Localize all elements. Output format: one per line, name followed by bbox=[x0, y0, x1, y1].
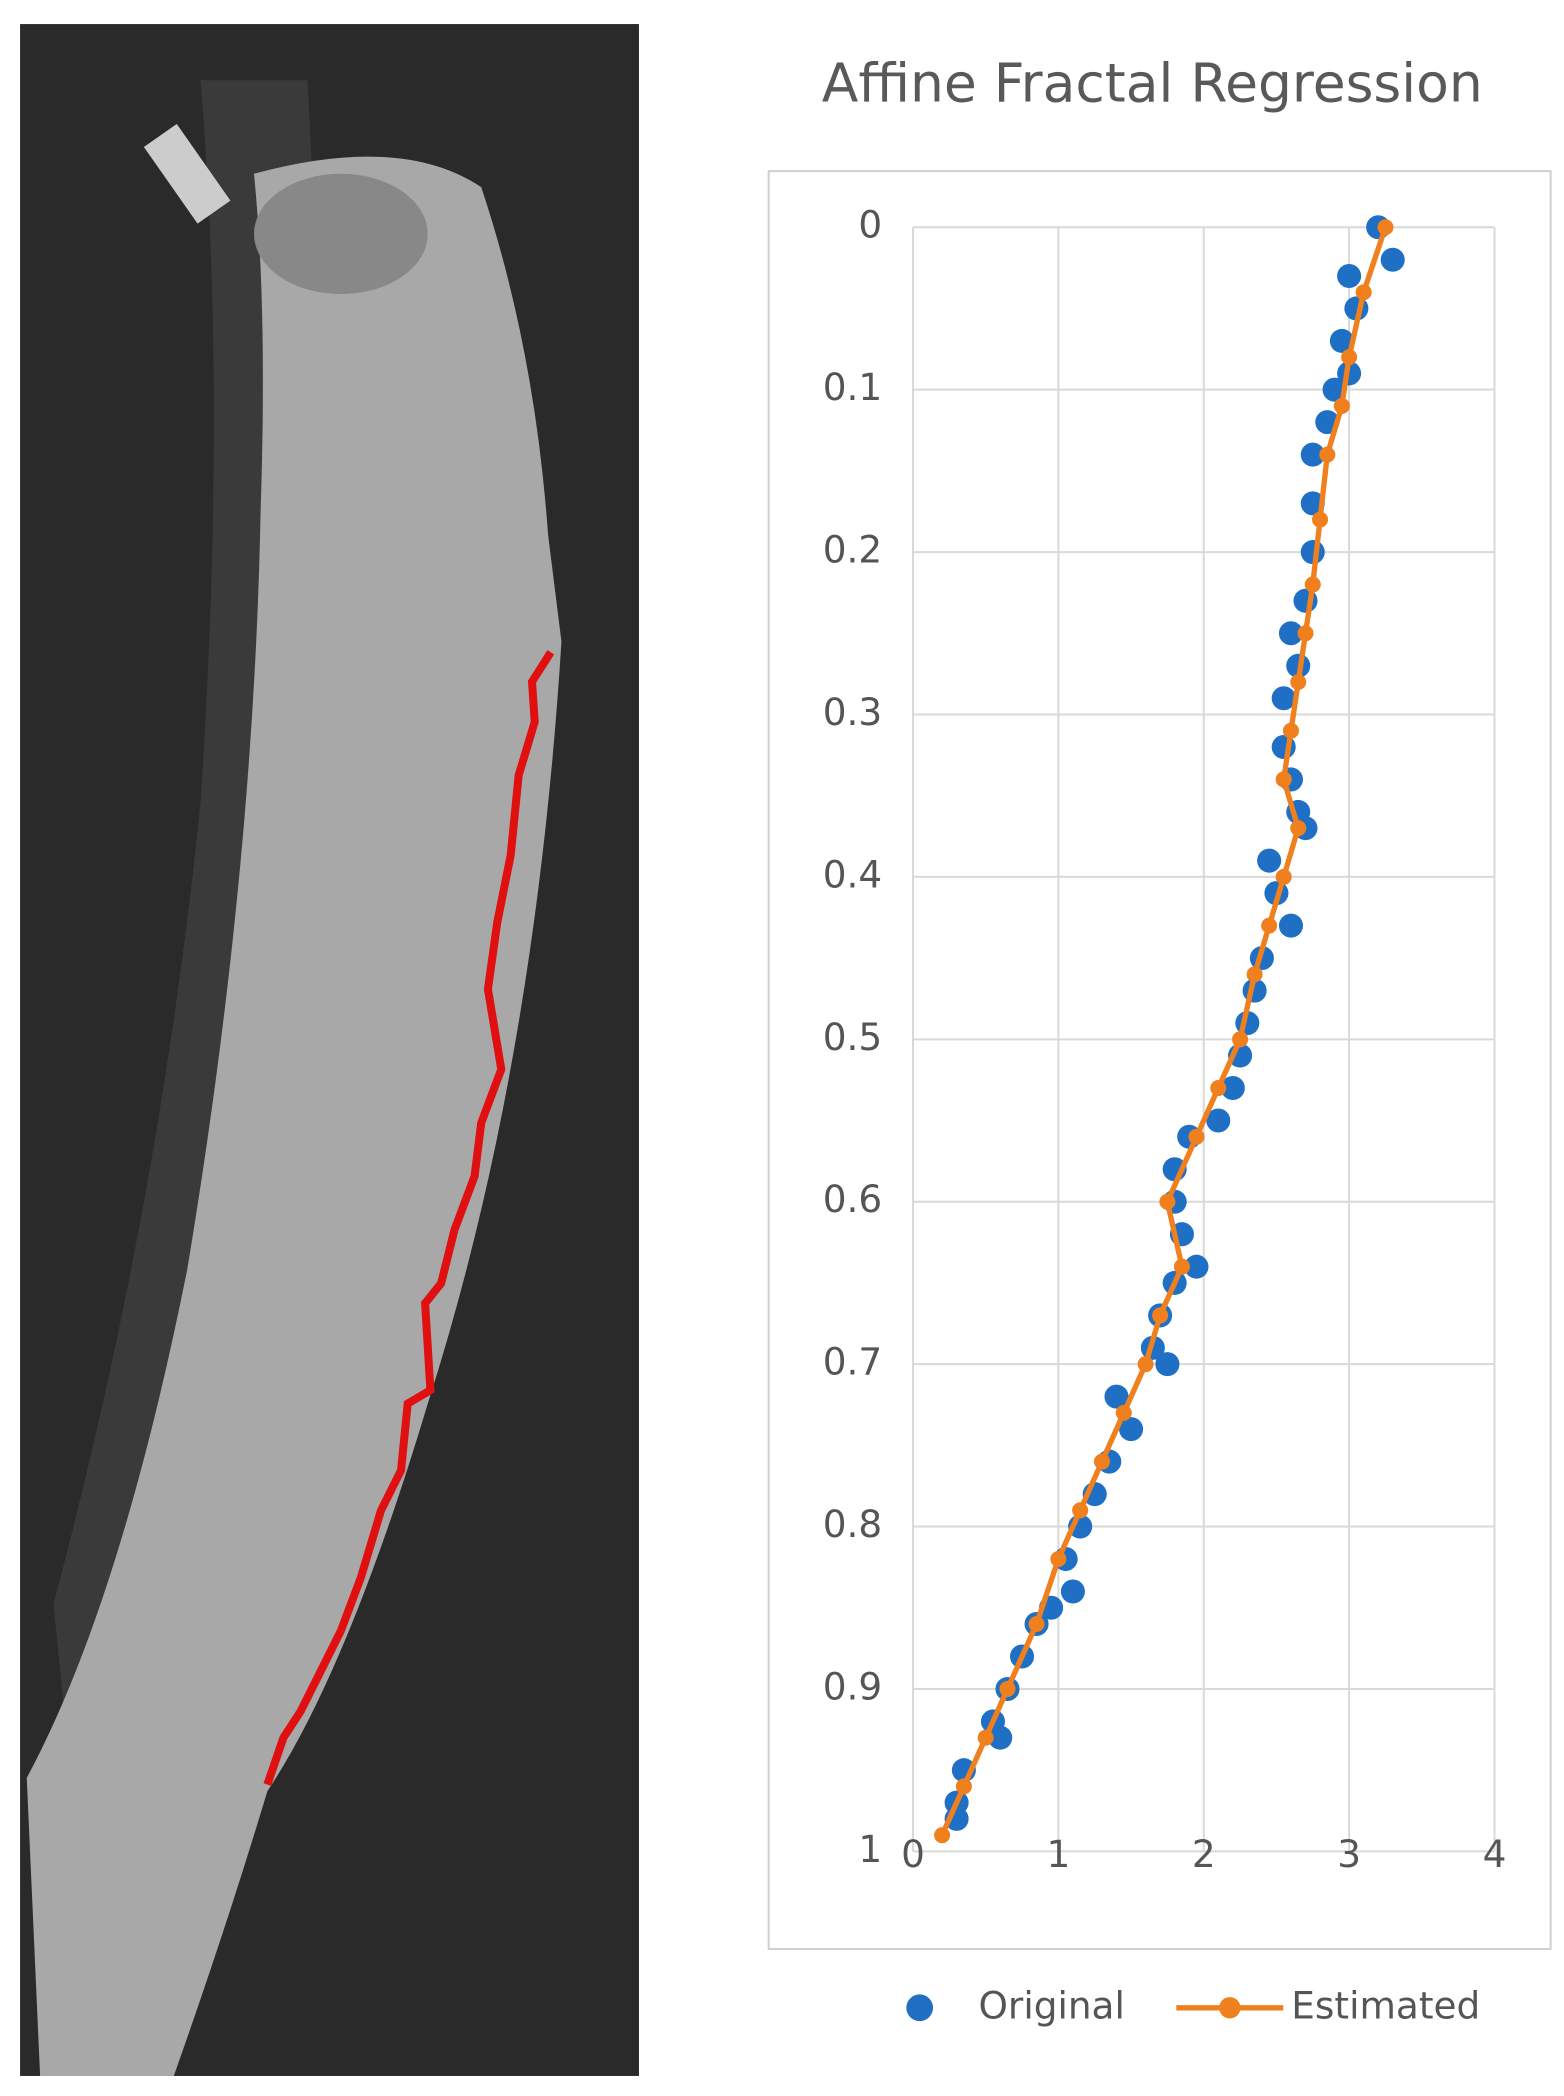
y-tick-label: 0.4 bbox=[823, 852, 883, 896]
point bbox=[1275, 771, 1292, 788]
point bbox=[1050, 1551, 1067, 1568]
legend-label: Estimated bbox=[1291, 1983, 1480, 2027]
point bbox=[1341, 349, 1358, 366]
point bbox=[1188, 1128, 1205, 1145]
y-tick-label: 0.9 bbox=[823, 1664, 883, 1708]
x-tick-label: 1 bbox=[1046, 1832, 1070, 1876]
point bbox=[1115, 1404, 1132, 1421]
point bbox=[1290, 820, 1307, 837]
point bbox=[1072, 1502, 1089, 1519]
point bbox=[1206, 1108, 1231, 1133]
shadow-tube bbox=[53, 80, 316, 1872]
point bbox=[1257, 848, 1282, 873]
x-tick-label: 0 bbox=[901, 1832, 925, 1876]
y-tick-label: 0.1 bbox=[823, 365, 883, 409]
y-tick-label: 0 bbox=[858, 203, 882, 247]
point bbox=[988, 1725, 1013, 1750]
legend-label: Original bbox=[979, 1983, 1125, 2027]
point bbox=[1300, 540, 1325, 565]
chart-frame bbox=[767, 170, 1552, 1950]
point bbox=[934, 1827, 951, 1844]
point bbox=[1173, 1258, 1190, 1275]
chart-title: Affine Fractal Regression bbox=[822, 52, 1483, 115]
point bbox=[1028, 1615, 1045, 1633]
point bbox=[1304, 576, 1321, 593]
point bbox=[1380, 247, 1405, 272]
y-tick-label: 1 bbox=[858, 1827, 882, 1871]
point bbox=[1282, 722, 1299, 739]
point bbox=[1246, 966, 1263, 983]
point bbox=[1297, 625, 1314, 642]
y-tick-label: 0.2 bbox=[823, 528, 883, 572]
point bbox=[1319, 446, 1336, 463]
x-tick-label: 2 bbox=[1192, 1832, 1216, 1876]
point bbox=[1290, 673, 1307, 691]
point bbox=[1137, 1356, 1154, 1373]
y-tick-label: 0.6 bbox=[823, 1177, 883, 1221]
point bbox=[999, 1680, 1016, 1697]
point bbox=[1322, 377, 1347, 402]
point bbox=[1104, 1384, 1129, 1409]
point bbox=[1210, 1080, 1227, 1097]
tip bbox=[143, 123, 231, 224]
point bbox=[1278, 621, 1303, 646]
point bbox=[1275, 868, 1292, 885]
tube-top bbox=[253, 173, 428, 295]
plot-area: 00.10.20.30.40.50.60.70.80.91 0 1 2 3 4 bbox=[823, 203, 1507, 1876]
point bbox=[1155, 1352, 1180, 1377]
point bbox=[1232, 1031, 1249, 1048]
point bbox=[1261, 917, 1278, 934]
point bbox=[1152, 1307, 1169, 1324]
point bbox=[977, 1729, 994, 1746]
edge-trace bbox=[263, 650, 555, 1786]
point bbox=[1337, 263, 1362, 289]
point bbox=[1060, 1579, 1085, 1604]
point bbox=[1333, 397, 1350, 414]
x-tick-label: 3 bbox=[1337, 1832, 1361, 1876]
point bbox=[1093, 1453, 1111, 1470]
legend-marker bbox=[1219, 1997, 1241, 2019]
point bbox=[1312, 511, 1329, 528]
point bbox=[955, 1778, 972, 1795]
point bbox=[1278, 913, 1303, 938]
point bbox=[1184, 1254, 1209, 1279]
y-tick-label: 0.7 bbox=[823, 1340, 883, 1384]
y-tick-label: 0.3 bbox=[823, 690, 883, 734]
y-tick-label: 0.5 bbox=[823, 1015, 883, 1059]
point bbox=[1329, 328, 1354, 353]
x-tick-label: 4 bbox=[1483, 1832, 1507, 1876]
point bbox=[1220, 1076, 1245, 1101]
sem-image bbox=[20, 24, 639, 2076]
point bbox=[1159, 1193, 1176, 1210]
point bbox=[1377, 219, 1394, 236]
y-tick-label: 0.8 bbox=[823, 1502, 883, 1546]
tube bbox=[26, 156, 562, 2076]
point bbox=[1271, 686, 1296, 711]
point bbox=[1355, 284, 1372, 301]
point bbox=[1119, 1417, 1144, 1442]
point bbox=[1300, 442, 1325, 467]
legend-marker bbox=[906, 1994, 934, 2022]
